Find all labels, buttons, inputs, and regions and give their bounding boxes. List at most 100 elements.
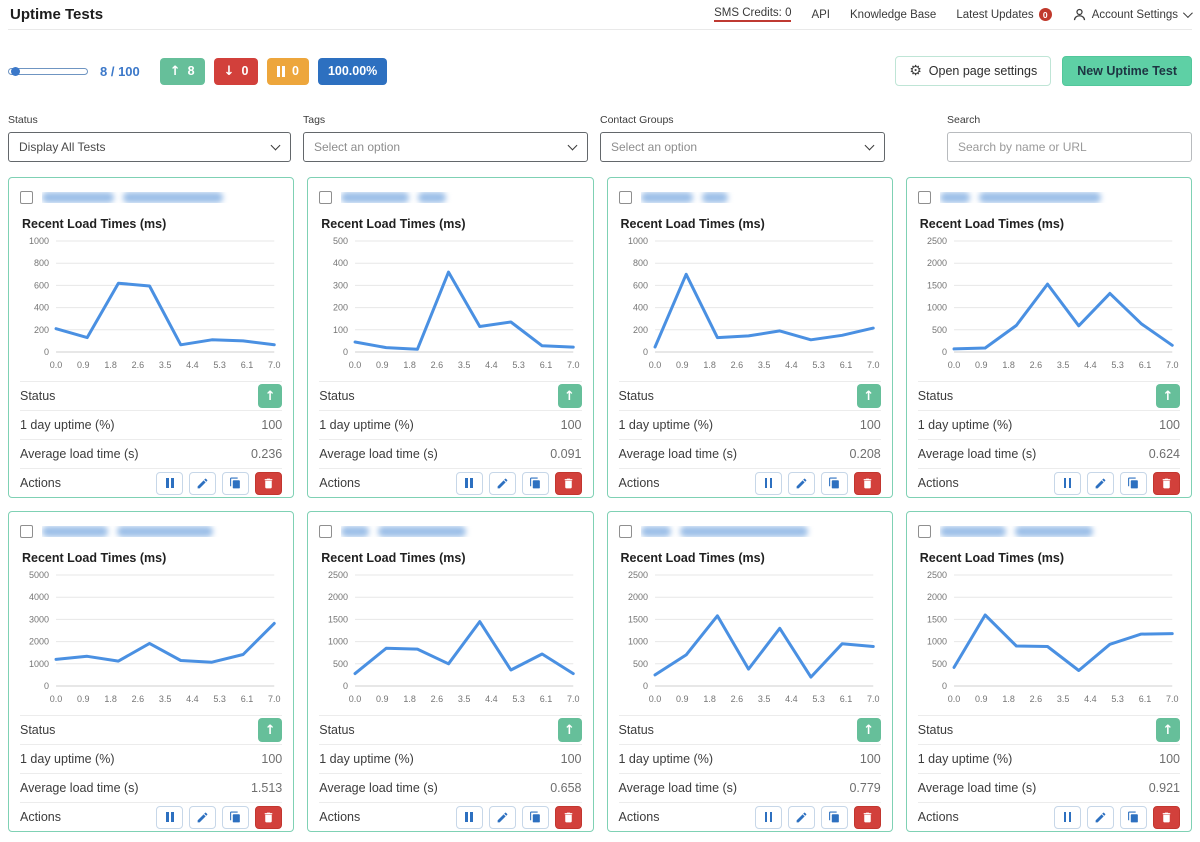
svg-text:2000: 2000 [328,592,348,602]
edit-test-button[interactable] [189,471,217,495]
trash-icon [1162,478,1171,488]
nav-latest-updates[interactable]: Latest Updates 0 [956,8,1052,21]
trash-icon [264,478,273,488]
svg-text:2.6: 2.6 [730,360,743,370]
svg-text:1500: 1500 [627,614,647,624]
usage-slider-knob[interactable] [11,66,20,76]
usage-slider[interactable] [8,66,88,76]
pause-test-button[interactable] [754,471,782,495]
test-checkbox[interactable] [917,190,931,204]
test-name-redacted[interactable] [341,525,475,537]
svg-text:200: 200 [632,325,647,335]
duplicate-test-button[interactable] [222,471,250,495]
test-checkbox[interactable] [618,524,632,538]
contact-groups-filter-select[interactable]: Select an option [600,132,885,162]
pause-test-button[interactable] [455,471,483,495]
load-times-chart: 0 500 1000 1500 2000 2500 0.0 0.9 1.8 2.6 3.5 4.4 5.… [328,570,580,704]
edit-test-button[interactable] [1087,805,1114,829]
open-page-settings-button[interactable]: ⚙ Open page settings [895,56,1052,86]
test-name-redacted[interactable] [640,191,737,203]
edit-test-button[interactable] [787,805,815,829]
nav-api[interactable]: API [811,8,831,21]
nav-sms-credits[interactable]: SMS Credits: 0 [714,7,792,22]
uptime-row-label: 1 day uptime (%) [319,418,414,432]
avg-load-row-label: Average load time (s) [319,447,438,461]
edit-test-button[interactable] [1087,471,1114,495]
copy-icon [1128,811,1138,822]
test-name-redacted[interactable] [640,525,817,537]
uptime-value: 100 [261,418,283,432]
redacted-text-blob [939,191,970,203]
test-name-redacted[interactable] [939,191,1110,203]
svg-text:0: 0 [44,681,49,691]
test-name-redacted[interactable] [42,191,232,203]
edit-test-button[interactable] [787,471,815,495]
status-filter-label: Status [8,114,38,126]
test-checkbox[interactable] [319,524,333,538]
up-tests-badge[interactable]: ↑ 8 [159,57,205,85]
test-checkbox[interactable] [319,190,333,204]
svg-text:0: 0 [643,681,648,691]
nav-knowledge-base[interactable]: Knowledge Base [850,8,937,21]
duplicate-test-button[interactable] [1120,805,1147,829]
test-checkbox[interactable] [618,190,632,204]
duplicate-test-button[interactable] [521,471,549,495]
test-name-redacted[interactable] [42,525,222,537]
svg-text:4000: 4000 [29,592,49,602]
pause-test-button[interactable] [156,805,184,829]
pause-test-button[interactable] [754,805,782,829]
edit-test-button[interactable] [189,805,217,829]
test-checkbox[interactable] [20,524,33,538]
test-name-redacted[interactable] [939,525,1102,537]
uptime-percent-badge[interactable]: 100.00% [317,57,388,85]
duplicate-test-button[interactable] [1120,471,1147,495]
test-checkbox[interactable] [20,190,33,204]
delete-test-button[interactable] [255,805,283,829]
down-tests-badge[interactable]: ↓ 0 [213,57,259,85]
duplicate-test-button[interactable] [820,805,848,829]
pause-test-button[interactable] [1054,471,1081,495]
uptime-row-label: 1 day uptime (%) [20,752,115,766]
svg-text:0.9: 0.9 [77,694,90,704]
avg-load-value: 0.779 [849,781,881,795]
pause-test-button[interactable] [1054,805,1081,829]
duplicate-test-button[interactable] [222,805,250,829]
test-actions [455,471,582,495]
delete-test-button[interactable] [853,805,881,829]
uptime-test-card: Recent Load Times (ms) 0 500 1000 1500 2000 2… [905,511,1192,832]
delete-test-button[interactable] [1153,471,1180,495]
duplicate-test-button[interactable] [521,805,549,829]
person-icon [1073,8,1085,21]
svg-text:7.0: 7.0 [866,360,879,370]
test-checkbox[interactable] [917,524,931,538]
svg-text:3.5: 3.5 [159,360,172,370]
delete-test-button[interactable] [853,471,881,495]
nav-account-settings[interactable]: Account Settings [1072,7,1193,22]
delete-test-button[interactable] [554,805,582,829]
pause-icon [1063,812,1072,822]
new-uptime-test-button[interactable]: New Uptime Test [1062,56,1192,86]
chart-title: Recent Load Times (ms) [22,551,167,565]
pause-test-button[interactable] [156,471,184,495]
status-row-label: Status [20,389,56,403]
search-input[interactable] [947,132,1192,162]
tags-filter-select[interactable]: Select an option [303,132,588,162]
paused-tests-badge[interactable]: 0 [267,57,309,85]
svg-text:5000: 5000 [29,570,49,580]
duplicate-test-button[interactable] [820,471,848,495]
edit-test-button[interactable] [488,805,516,829]
avg-load-value: 0.236 [250,447,283,461]
status-up-badge: ↑ [258,718,283,742]
delete-test-button[interactable] [1153,805,1180,829]
delete-test-button[interactable] [554,471,582,495]
edit-test-button[interactable] [488,471,516,495]
status-filter-select[interactable]: Display All Tests [8,132,291,162]
svg-text:4.4: 4.4 [785,694,798,704]
delete-test-button[interactable] [255,471,283,495]
test-name-redacted[interactable] [341,191,455,203]
status-row-label: Status [917,389,954,403]
svg-text:0: 0 [343,681,348,691]
svg-text:6.1: 6.1 [241,360,254,370]
svg-text:300: 300 [333,280,348,290]
pause-test-button[interactable] [455,805,483,829]
